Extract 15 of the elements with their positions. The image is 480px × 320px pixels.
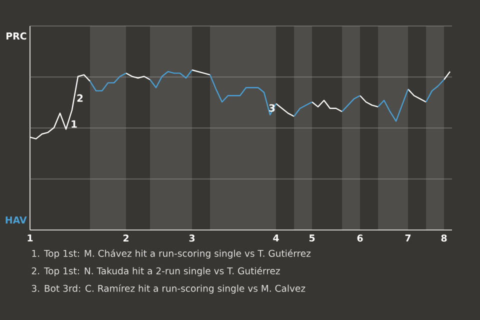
text: 2. Top 1st: N. Takuda hit a 2-run single vs T. Gutiérrez [32,266,280,276]
x-tick-label: 2 [123,234,128,242]
x-tick-label: 5 [309,234,315,242]
x-tick-label: 7 [405,234,411,242]
text: 1. Top 1st: M. Chávez hit a run-scoring single vs T. Gutiérrez [32,249,311,259]
x-tick-label: 6 [357,234,363,242]
text: HAV [6,216,27,224]
x-tick-label: 4 [273,234,279,242]
x-tick-label: 8 [441,234,447,242]
text: PRC [6,32,26,40]
x-tick-label: 1 [28,234,33,242]
annotation: 1 [72,120,77,128]
annotation: 2 [77,94,83,102]
x-tick-label: 3 [189,234,195,242]
text: 3. Bot 3rd: C. Ramírez hit a run-scoring single vs M. Calvez [32,284,306,294]
